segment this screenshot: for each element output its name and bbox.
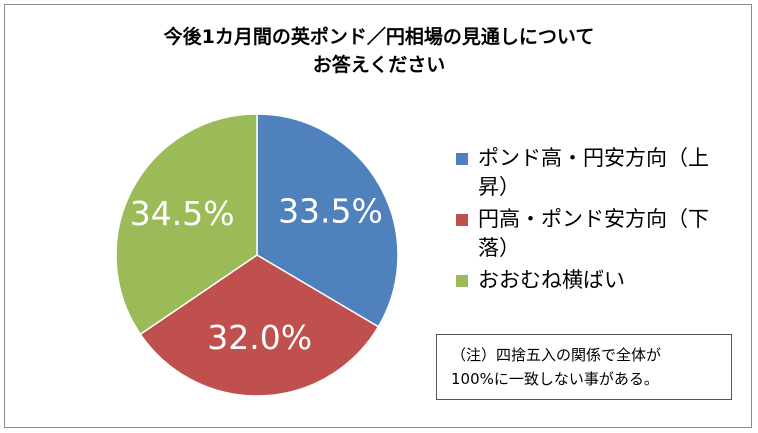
legend-label-flat: おおむね横ばい	[478, 268, 625, 292]
slice-label-down: 32.0%	[207, 318, 312, 357]
chart-title-line-1: 今後1カ月間の英ポンド／円相場の見通しについて	[163, 26, 595, 48]
legend-swatch-up	[456, 153, 468, 165]
note-box: （注）四捨五入の関係で全体が 100%に一致しない事がある。	[436, 334, 732, 400]
legend-swatch-down	[456, 214, 468, 226]
legend-item-flat: おおむね横ばい	[456, 266, 736, 295]
note-line-1: （注）四捨五入の関係で全体が	[451, 346, 662, 364]
pie-slice-flat	[115, 113, 258, 336]
chart-title-line-2: お答えください	[312, 54, 446, 76]
pie-slice-up	[256, 113, 399, 328]
slice-label-flat: 34.5%	[130, 194, 235, 233]
legend: ポンド高・円安方向（上 昇） 円高・ポンド安方向（下 落） おおむね横ばい	[456, 144, 736, 298]
legend-swatch-flat	[456, 275, 468, 287]
chart-title: 今後1カ月間の英ポンド／円相場の見通しについて お答えください	[5, 23, 753, 79]
legend-label-up-line-1: ポンド高・円安方向（上	[478, 146, 709, 170]
note-line-2: 100%に一致しない事がある。	[451, 370, 659, 388]
slice-label-up: 33.5%	[278, 192, 383, 231]
pie-slice-down	[139, 254, 380, 397]
legend-label-up-line-2: 昇）	[478, 175, 520, 199]
legend-item-down: 円高・ポンド安方向（下 落）	[456, 205, 736, 263]
legend-label-down-line-2: 落）	[478, 236, 520, 260]
legend-item-up: ポンド高・円安方向（上 昇）	[456, 144, 736, 202]
legend-label-down-line-1: 円高・ポンド安方向（下	[478, 207, 709, 231]
